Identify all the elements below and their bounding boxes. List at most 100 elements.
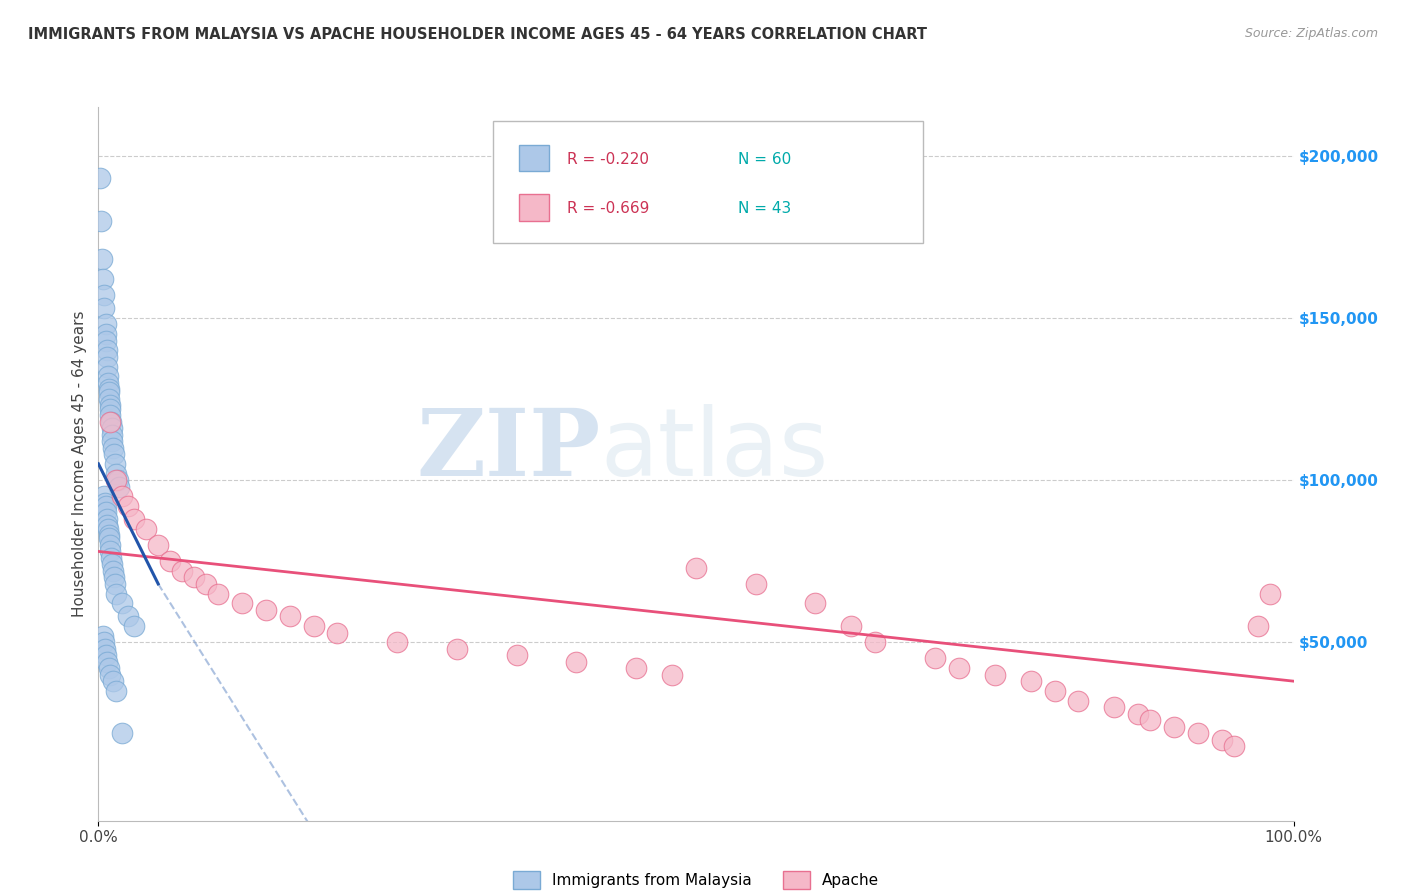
- Point: [98, 667, 122, 681]
- Point: [194, 577, 218, 591]
- FancyBboxPatch shape: [519, 145, 548, 171]
- Text: N = 60: N = 60: [738, 152, 792, 167]
- Point: [924, 651, 946, 665]
- Point: [111, 489, 134, 503]
- Point: [135, 522, 157, 536]
- Point: [97, 522, 120, 536]
- Legend: Immigrants from Malaysia, Apache: Immigrants from Malaysia, Apache: [506, 865, 886, 892]
- Point: [98, 415, 122, 429]
- Point: [91, 272, 114, 286]
- Point: [117, 609, 139, 624]
- Point: [100, 558, 122, 572]
- Point: [101, 564, 124, 578]
- Point: [93, 288, 115, 302]
- Point: [98, 532, 121, 546]
- Point: [506, 648, 529, 663]
- Point: [91, 629, 114, 643]
- Point: [97, 369, 120, 384]
- Point: [100, 427, 122, 442]
- Point: [104, 457, 127, 471]
- Point: [326, 625, 349, 640]
- Point: [98, 544, 122, 558]
- Point: [111, 726, 134, 740]
- Point: [207, 586, 229, 600]
- Point: [96, 506, 118, 520]
- Point: [100, 421, 122, 435]
- Point: [841, 619, 863, 633]
- Point: [100, 415, 122, 429]
- Point: [100, 550, 122, 565]
- Point: [97, 528, 120, 542]
- Point: [863, 635, 887, 649]
- FancyBboxPatch shape: [519, 194, 548, 220]
- Point: [94, 327, 117, 342]
- Point: [94, 318, 117, 332]
- Point: [565, 655, 588, 669]
- Point: [745, 577, 768, 591]
- Point: [302, 619, 325, 633]
- Point: [107, 479, 129, 493]
- Point: [98, 399, 121, 413]
- Point: [90, 213, 112, 227]
- Point: [661, 667, 683, 681]
- Point: [183, 570, 205, 584]
- Point: [1222, 739, 1246, 753]
- Point: [104, 577, 127, 591]
- Y-axis label: Householder Income Ages 45 - 64 years: Householder Income Ages 45 - 64 years: [72, 310, 87, 617]
- Text: R = -0.669: R = -0.669: [567, 201, 650, 216]
- Point: [96, 359, 118, 374]
- Text: N = 43: N = 43: [738, 201, 792, 216]
- Point: [98, 392, 121, 406]
- Point: [98, 408, 122, 422]
- Text: R = -0.220: R = -0.220: [567, 152, 650, 167]
- Point: [96, 648, 118, 663]
- Point: [96, 343, 118, 358]
- Point: [98, 385, 121, 400]
- Point: [101, 434, 124, 449]
- Point: [124, 619, 146, 633]
- Point: [97, 382, 120, 396]
- FancyBboxPatch shape: [494, 121, 924, 243]
- Point: [1128, 706, 1150, 721]
- Point: [1187, 726, 1209, 740]
- Point: [93, 301, 115, 315]
- Point: [626, 661, 648, 675]
- Point: [93, 635, 115, 649]
- Point: [101, 674, 124, 689]
- Point: [1102, 700, 1125, 714]
- Point: [172, 564, 194, 578]
- Point: [1019, 674, 1042, 689]
- Point: [98, 401, 122, 416]
- Point: [148, 538, 170, 552]
- Point: [94, 496, 117, 510]
- Point: [1246, 619, 1268, 633]
- Point: [96, 350, 118, 364]
- Point: [254, 603, 277, 617]
- Point: [105, 467, 128, 481]
- Point: [105, 586, 128, 600]
- Point: [685, 560, 707, 574]
- Point: [97, 376, 120, 390]
- Point: [94, 499, 117, 513]
- Point: [1139, 713, 1161, 727]
- Point: [96, 655, 118, 669]
- Point: [107, 473, 129, 487]
- Point: [103, 570, 125, 584]
- Point: [385, 635, 409, 649]
- Point: [96, 512, 118, 526]
- Point: [89, 171, 111, 186]
- Point: [231, 596, 253, 610]
- Point: [98, 538, 121, 552]
- Point: [124, 512, 146, 526]
- Point: [91, 252, 114, 267]
- Text: IMMIGRANTS FROM MALAYSIA VS APACHE HOUSEHOLDER INCOME AGES 45 - 64 YEARS CORRELA: IMMIGRANTS FROM MALAYSIA VS APACHE HOUSE…: [28, 27, 927, 42]
- Point: [1211, 732, 1233, 747]
- Point: [111, 596, 134, 610]
- Point: [1067, 693, 1090, 707]
- Point: [804, 596, 827, 610]
- Point: [984, 667, 1007, 681]
- Point: [1043, 684, 1066, 698]
- Point: [96, 334, 118, 348]
- Point: [159, 554, 181, 568]
- Point: [1163, 720, 1185, 734]
